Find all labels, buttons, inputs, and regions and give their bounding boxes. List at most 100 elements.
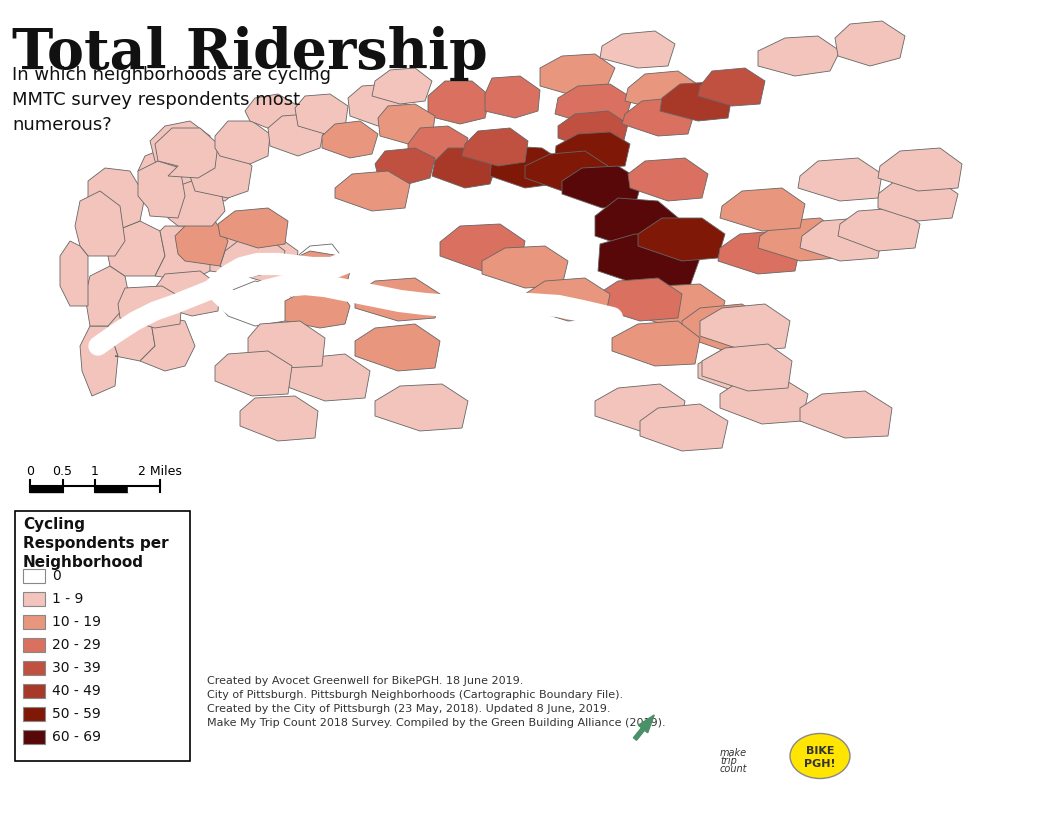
Polygon shape bbox=[698, 348, 788, 394]
Polygon shape bbox=[215, 121, 270, 164]
Polygon shape bbox=[558, 111, 628, 151]
Text: make: make bbox=[720, 748, 748, 758]
Polygon shape bbox=[80, 326, 118, 396]
Polygon shape bbox=[698, 68, 765, 106]
Text: 20 - 29: 20 - 29 bbox=[52, 638, 100, 652]
Polygon shape bbox=[240, 396, 318, 441]
Polygon shape bbox=[335, 171, 410, 211]
Polygon shape bbox=[138, 161, 185, 218]
Polygon shape bbox=[140, 316, 195, 371]
Text: 10 - 19: 10 - 19 bbox=[52, 615, 101, 629]
Bar bbox=[23, 615, 45, 629]
Text: 0.5: 0.5 bbox=[53, 465, 73, 478]
Text: trip: trip bbox=[720, 756, 737, 766]
Polygon shape bbox=[555, 84, 631, 126]
Polygon shape bbox=[215, 351, 293, 396]
Text: 40 - 49: 40 - 49 bbox=[52, 684, 100, 698]
Polygon shape bbox=[190, 148, 252, 198]
Polygon shape bbox=[155, 128, 218, 178]
Text: 0: 0 bbox=[52, 569, 61, 583]
Text: Cycling
Respondents per
Neighborhood: Cycling Respondents per Neighborhood bbox=[23, 517, 169, 570]
Polygon shape bbox=[375, 148, 435, 184]
Polygon shape bbox=[555, 132, 630, 168]
Polygon shape bbox=[88, 168, 145, 231]
Polygon shape bbox=[408, 126, 468, 166]
Polygon shape bbox=[295, 244, 345, 284]
Polygon shape bbox=[595, 384, 685, 431]
Polygon shape bbox=[378, 104, 435, 144]
Polygon shape bbox=[348, 84, 408, 126]
Polygon shape bbox=[440, 224, 525, 271]
Text: 30 - 39: 30 - 39 bbox=[52, 661, 100, 675]
Polygon shape bbox=[612, 321, 700, 366]
Polygon shape bbox=[482, 246, 568, 288]
Polygon shape bbox=[245, 238, 298, 286]
Polygon shape bbox=[622, 98, 695, 136]
Polygon shape bbox=[150, 121, 210, 176]
Polygon shape bbox=[175, 221, 228, 266]
Text: 1 - 9: 1 - 9 bbox=[52, 592, 83, 606]
Polygon shape bbox=[432, 148, 498, 188]
Text: Total Ridership: Total Ridership bbox=[12, 26, 488, 81]
Polygon shape bbox=[165, 178, 225, 226]
Text: count: count bbox=[720, 764, 748, 774]
Polygon shape bbox=[210, 226, 260, 276]
Text: 2 Miles: 2 Miles bbox=[138, 465, 182, 478]
Polygon shape bbox=[598, 234, 700, 288]
Polygon shape bbox=[220, 238, 285, 276]
Polygon shape bbox=[595, 198, 682, 251]
Polygon shape bbox=[463, 128, 528, 166]
Polygon shape bbox=[702, 344, 792, 391]
Polygon shape bbox=[525, 151, 608, 192]
Polygon shape bbox=[372, 68, 432, 104]
Polygon shape bbox=[245, 94, 298, 131]
Polygon shape bbox=[540, 54, 615, 96]
Polygon shape bbox=[758, 36, 840, 76]
Polygon shape bbox=[598, 278, 682, 321]
Polygon shape bbox=[248, 321, 325, 368]
Bar bbox=[23, 569, 45, 583]
Bar bbox=[23, 730, 45, 744]
Polygon shape bbox=[84, 266, 130, 326]
Polygon shape bbox=[220, 281, 295, 326]
Polygon shape bbox=[700, 304, 790, 351]
Polygon shape bbox=[118, 286, 182, 328]
Polygon shape bbox=[295, 94, 348, 134]
Polygon shape bbox=[375, 384, 468, 431]
Text: PGH!: PGH! bbox=[805, 759, 835, 769]
Text: 0: 0 bbox=[26, 465, 34, 478]
Polygon shape bbox=[525, 278, 610, 321]
Bar bbox=[23, 638, 45, 652]
Polygon shape bbox=[75, 191, 125, 256]
Polygon shape bbox=[660, 82, 732, 121]
Polygon shape bbox=[138, 148, 205, 201]
Bar bbox=[23, 661, 45, 675]
Bar bbox=[23, 707, 45, 721]
Polygon shape bbox=[562, 166, 642, 208]
Polygon shape bbox=[718, 231, 800, 274]
Bar bbox=[23, 592, 45, 606]
Polygon shape bbox=[155, 226, 215, 281]
Polygon shape bbox=[268, 114, 325, 156]
Polygon shape bbox=[278, 251, 350, 296]
Text: 50 - 59: 50 - 59 bbox=[52, 707, 100, 721]
Polygon shape bbox=[218, 208, 288, 248]
Polygon shape bbox=[108, 221, 165, 276]
Polygon shape bbox=[878, 178, 958, 221]
Polygon shape bbox=[600, 31, 675, 68]
Polygon shape bbox=[838, 208, 920, 251]
Polygon shape bbox=[155, 271, 220, 316]
Polygon shape bbox=[108, 301, 155, 361]
Polygon shape bbox=[758, 218, 842, 261]
Ellipse shape bbox=[790, 734, 850, 778]
Polygon shape bbox=[640, 404, 728, 451]
Polygon shape bbox=[355, 278, 440, 321]
Text: 1: 1 bbox=[91, 465, 99, 478]
Polygon shape bbox=[800, 391, 892, 438]
FancyArrow shape bbox=[634, 715, 655, 740]
Bar bbox=[23, 684, 45, 698]
Polygon shape bbox=[800, 218, 882, 261]
Polygon shape bbox=[490, 146, 562, 188]
Polygon shape bbox=[835, 21, 905, 66]
Polygon shape bbox=[355, 324, 440, 371]
